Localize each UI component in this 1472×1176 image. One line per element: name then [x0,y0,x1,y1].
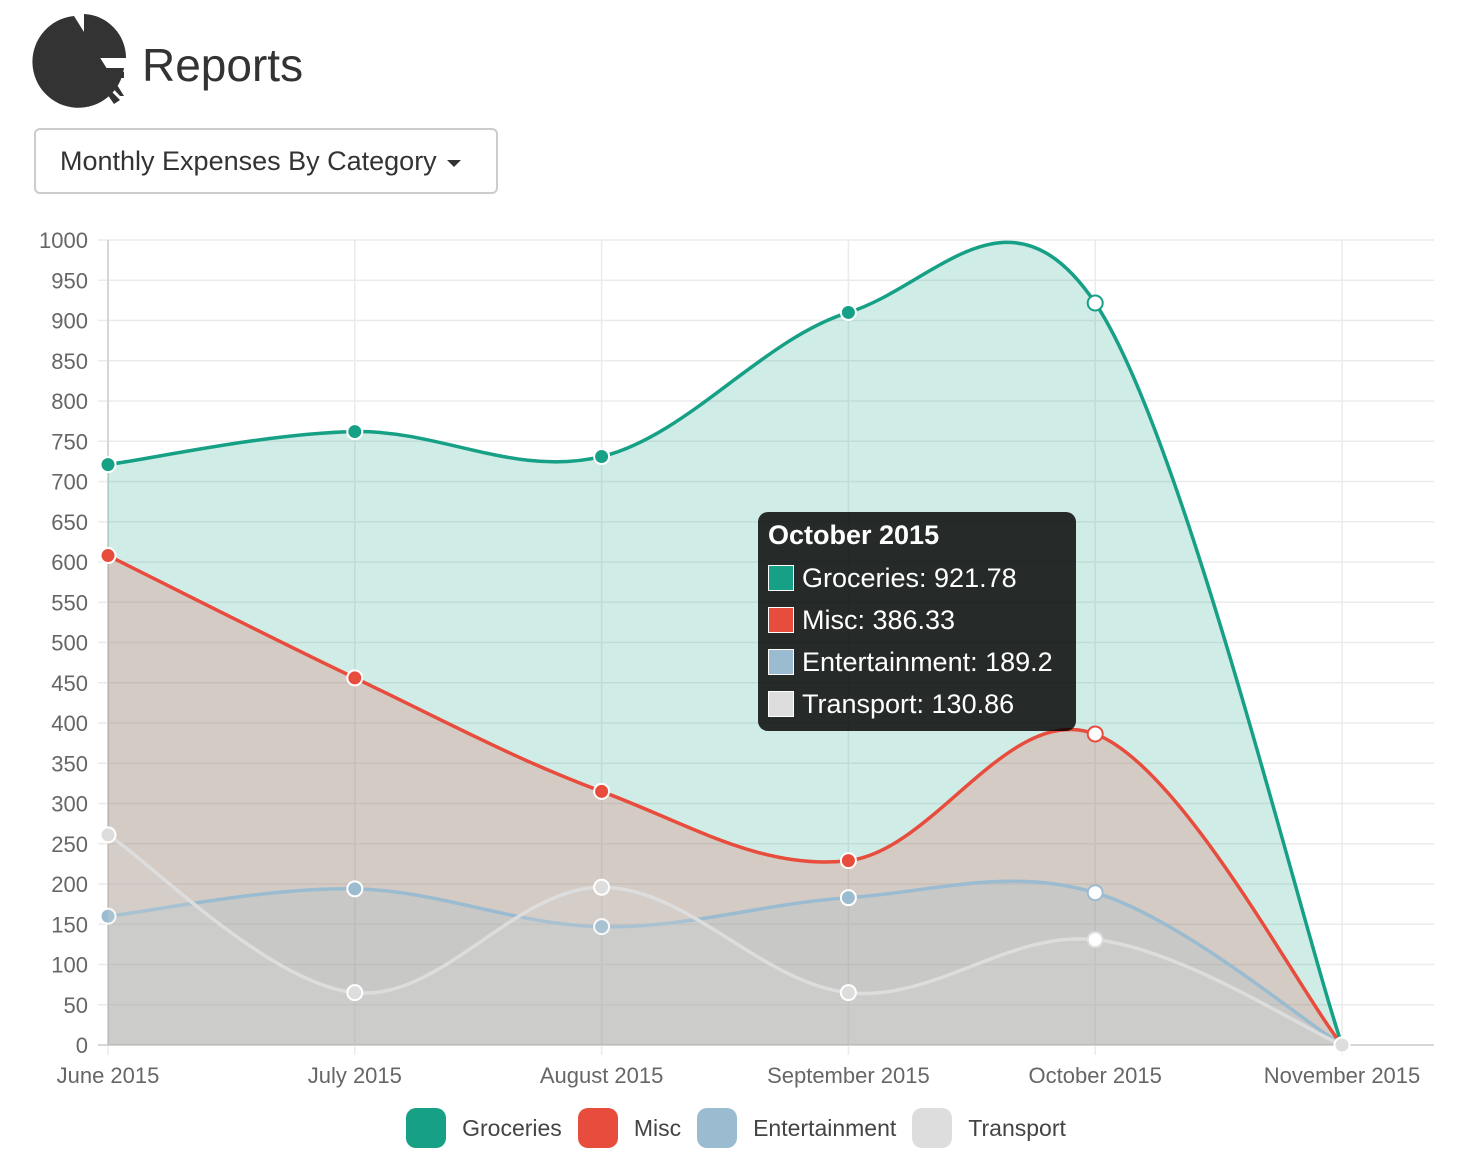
series-line-transport [107,833,1343,1047]
x-tick-label: July 2015 [308,1063,402,1088]
y-tick-label: 700 [51,470,88,495]
legend-swatch-entertainment [697,1108,738,1148]
data-point-transport [593,878,611,896]
y-tick-label: 650 [51,510,88,535]
y-tick-label: 50 [64,993,88,1018]
area-chart: 0 50 100 150 200 250 300 350 400 450 500 550 600 650 7… [39,228,1434,1088]
legend-item-entertainment[interactable]: Entertainment [697,1108,896,1148]
tooltip-label-misc: Misc: 386.33 [802,604,956,635]
caret-down-icon [446,159,461,167]
data-point-entertainment [346,880,364,898]
legend-item-groceries[interactable]: Groceries [406,1108,562,1148]
legend-item-transport[interactable]: Transport [912,1108,1066,1148]
y-tick-label: 550 [51,590,88,615]
legend-swatch-transport [912,1108,953,1148]
y-tick-label: 800 [51,389,88,414]
chart-legend: Groceries Misc Entertainment Transport [0,1108,1472,1148]
data-point-entertainment [1086,884,1104,902]
legend-label-transport: Transport [968,1114,1066,1141]
y-tick-label: 350 [51,751,88,776]
data-point-groceries [346,423,364,441]
y-tick-label: 600 [51,550,88,575]
data-point-transport [99,826,117,844]
y-tick-label: 300 [51,792,88,817]
data-point-misc [346,669,364,687]
series-line-misc [107,553,1344,1047]
legend-label-misc: Misc [633,1114,682,1141]
y-tick-label: 750 [51,429,88,454]
area-fill-misc [108,555,1342,1045]
data-point-transport [839,984,857,1002]
data-point-misc [839,852,857,870]
data-point-transport [346,984,364,1002]
tooltip-row-groceries: Groceries: 921.78 [768,557,1066,599]
series-line-entertainment [107,879,1343,1047]
data-point-misc [99,547,117,565]
legend-item-misc[interactable]: Misc [577,1108,682,1148]
y-tick-label: 850 [51,349,88,374]
data-point-misc [1086,725,1104,743]
data-point-entertainment [99,907,117,925]
data-point-entertainment [839,889,857,907]
y-tick-label: 950 [51,268,88,293]
data-point-groceries [839,303,857,321]
y-tick-label: 150 [51,912,88,937]
y-tick-label: 200 [51,872,88,897]
tooltip-label-transport: Transport: 130.86 [802,688,1015,719]
page-title: Reports [142,39,304,91]
y-tick-label: 450 [51,671,88,696]
y-tick-label: 0 [76,1033,88,1058]
data-point-misc [593,782,611,800]
data-point-groceries [99,456,117,474]
y-tick-label: 500 [51,631,88,656]
tooltip-row-misc: Misc: 386.33 [768,599,1066,641]
tooltip-row-entertainment: Entertainment: 189.2 [768,641,1066,683]
legend-label-groceries: Groceries [462,1114,562,1141]
tooltip-title: October 2015 [768,520,940,550]
tooltip-swatch-entertainment [768,649,794,675]
y-tick-label: 900 [51,309,88,334]
area-fill-entertainment [108,881,1342,1045]
legend-swatch-misc [577,1108,618,1148]
y-tick-label: 1000 [39,228,88,253]
x-tick-label: September 2015 [767,1063,930,1088]
pie-chart-icon [32,14,127,108]
area-fill-transport [108,834,1342,1045]
x-tick-label: August 2015 [540,1063,664,1088]
area-fill-groceries [108,242,1342,1045]
page-header: Reports [32,10,303,110]
legend-swatch-groceries [406,1108,447,1148]
chart-tooltip: October 2015 Groceries: 921.78 Misc: 386… [758,512,1076,731]
report-type-label: Monthly Expenses By Category [60,145,437,176]
data-point-groceries [593,448,611,466]
tooltip-swatch-transport [768,691,794,717]
x-tick-label: October 2015 [1029,1063,1162,1088]
tooltip-swatch-misc [768,607,794,633]
data-point-transport [1333,1036,1351,1054]
y-tick-label: 250 [51,832,88,857]
y-tick-label: 100 [51,953,88,978]
tooltip-swatch-groceries [768,565,794,591]
tooltip-row-transport: Transport: 130.86 [768,683,1066,725]
tooltip-label-entertainment: Entertainment: 189.2 [802,646,1053,677]
data-point-transport [1086,931,1104,949]
x-tick-label: June 2015 [57,1063,160,1088]
report-type-dropdown[interactable]: Monthly Expenses By Category [34,128,498,194]
y-tick-label: 400 [51,711,88,736]
data-point-groceries [1086,294,1104,312]
data-point-entertainment [593,918,611,936]
x-tick-label: November 2015 [1264,1063,1421,1088]
legend-label-entertainment: Entertainment [753,1114,897,1141]
tooltip-label-groceries: Groceries: 921.78 [802,562,1017,593]
